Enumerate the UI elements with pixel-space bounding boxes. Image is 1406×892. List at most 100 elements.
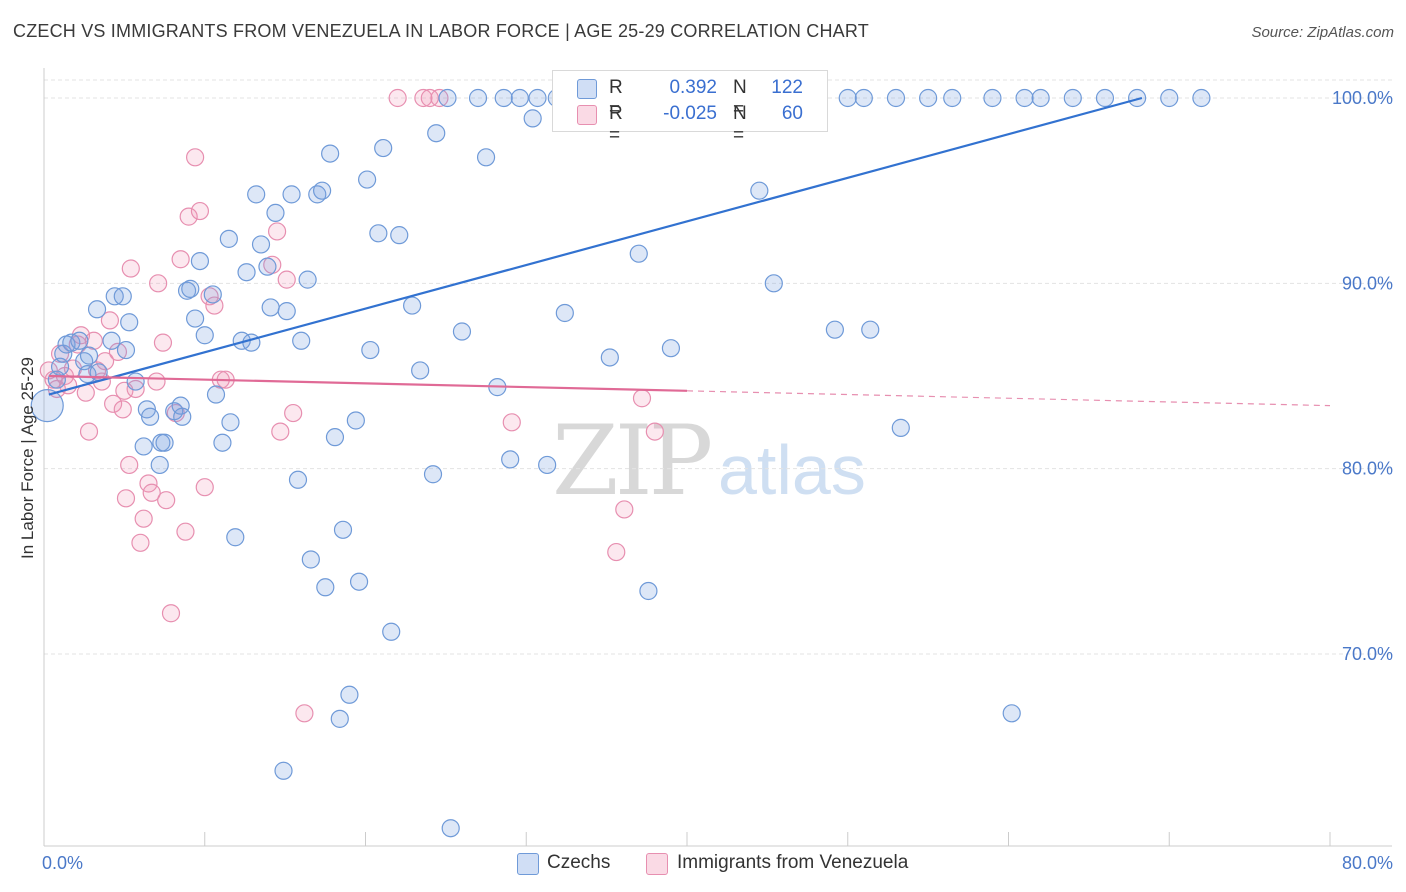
venezuela-point bbox=[645, 422, 664, 441]
y-tick-label: 70.0% bbox=[1342, 644, 1393, 664]
czech-points bbox=[30, 88, 1211, 838]
n-label: N = bbox=[733, 103, 747, 146]
series-legend: Czechs Immigrants from Venezuela bbox=[0, 850, 1406, 880]
r-value: -0.025 bbox=[663, 103, 717, 124]
czech-point bbox=[213, 433, 232, 452]
venezuela-point bbox=[420, 88, 439, 108]
venezuela-point bbox=[186, 148, 205, 167]
czech-point bbox=[333, 520, 353, 539]
czech-point bbox=[242, 333, 261, 352]
czech-point bbox=[361, 340, 380, 360]
venezuela-point bbox=[121, 259, 140, 278]
czech-point bbox=[316, 578, 335, 597]
czech-point bbox=[538, 455, 557, 475]
czech-point bbox=[186, 309, 205, 328]
trend-lines bbox=[48, 96, 1331, 407]
venezuela-point bbox=[134, 509, 153, 528]
r-label: R = bbox=[609, 77, 623, 120]
czech-point bbox=[1063, 88, 1082, 108]
czech-point bbox=[298, 270, 317, 289]
venezuela-point bbox=[149, 274, 168, 293]
watermark-zip: ZIP bbox=[552, 405, 713, 517]
watermark-atlas: atlas bbox=[718, 431, 866, 509]
venezuela-point bbox=[607, 542, 626, 562]
venezuela-point bbox=[131, 533, 150, 552]
czech-point bbox=[150, 455, 169, 475]
czech-point bbox=[87, 300, 107, 319]
venezuela-point bbox=[267, 222, 287, 241]
czech-point bbox=[116, 340, 136, 360]
venezuela-point bbox=[388, 88, 407, 108]
czech-point bbox=[1192, 88, 1211, 108]
czech-point bbox=[190, 251, 210, 271]
czech-point bbox=[390, 226, 409, 245]
czech-point bbox=[1031, 88, 1050, 108]
czech-point bbox=[403, 296, 422, 315]
czech-point bbox=[221, 413, 240, 432]
czech-point bbox=[173, 407, 192, 426]
venezuela-point bbox=[277, 270, 296, 289]
y-tick-label: 90.0% bbox=[1342, 273, 1393, 293]
venezuela-point bbox=[615, 500, 634, 519]
czech-point bbox=[292, 331, 311, 350]
czech-point bbox=[312, 181, 332, 200]
czech-point bbox=[528, 88, 547, 108]
czech-point bbox=[764, 274, 783, 293]
czech-point bbox=[427, 124, 446, 143]
czech-point bbox=[321, 144, 340, 163]
venezuela-point bbox=[271, 422, 290, 441]
venezuela-point bbox=[95, 352, 115, 371]
czech-point bbox=[78, 365, 97, 384]
czech-point bbox=[282, 185, 301, 204]
czech-point bbox=[441, 819, 460, 838]
czech-point bbox=[1127, 88, 1147, 108]
czech-point bbox=[206, 385, 226, 404]
czechs-legend-label: Czechs bbox=[547, 852, 611, 873]
czech-point bbox=[70, 331, 89, 350]
czech-point bbox=[891, 418, 910, 437]
czech-point bbox=[140, 407, 160, 426]
czech-point bbox=[288, 470, 308, 489]
czech-point bbox=[181, 279, 200, 298]
czech-point bbox=[369, 224, 388, 243]
czech-point bbox=[468, 88, 488, 108]
czech-point bbox=[155, 433, 174, 452]
czech-point bbox=[358, 170, 377, 189]
venezuela-point bbox=[190, 201, 210, 221]
czech-point bbox=[919, 88, 938, 108]
czech-point bbox=[661, 339, 681, 358]
venezuela-point bbox=[157, 491, 176, 510]
grid bbox=[44, 79, 1392, 655]
venezuela-point bbox=[153, 333, 173, 352]
y-tick-label: 80.0% bbox=[1342, 459, 1393, 479]
chart-title: CZECH VS IMMIGRANTS FROM VENEZUELA IN LA… bbox=[13, 21, 869, 41]
czech-point bbox=[330, 709, 349, 728]
r-label: R = bbox=[609, 103, 623, 146]
czechs-legend-swatch bbox=[517, 853, 539, 875]
venezuela-trend-line bbox=[48, 374, 688, 392]
venezuela-point bbox=[176, 522, 195, 541]
czech-point bbox=[274, 761, 293, 780]
czech-point bbox=[438, 88, 457, 108]
czech-trend-line bbox=[48, 96, 1143, 396]
czech-point bbox=[854, 88, 873, 108]
venezuela-point bbox=[79, 422, 99, 441]
czech-point bbox=[382, 622, 401, 641]
venezuela-point bbox=[116, 489, 136, 508]
czech-point bbox=[134, 437, 153, 456]
czech-point bbox=[555, 303, 574, 323]
czech-point bbox=[113, 287, 132, 306]
venezuela-swatch bbox=[577, 105, 597, 125]
czech-point bbox=[452, 322, 472, 341]
n-label: N = bbox=[733, 77, 747, 120]
venezuela-point bbox=[200, 287, 219, 306]
czech-point bbox=[226, 528, 245, 547]
czech-point bbox=[349, 572, 369, 591]
czech-point bbox=[79, 346, 99, 365]
czech-point bbox=[1015, 88, 1034, 108]
czech-point bbox=[126, 372, 145, 391]
czechs-swatch bbox=[577, 79, 597, 99]
n-value: 60 bbox=[781, 103, 803, 124]
czech-point bbox=[943, 88, 962, 108]
